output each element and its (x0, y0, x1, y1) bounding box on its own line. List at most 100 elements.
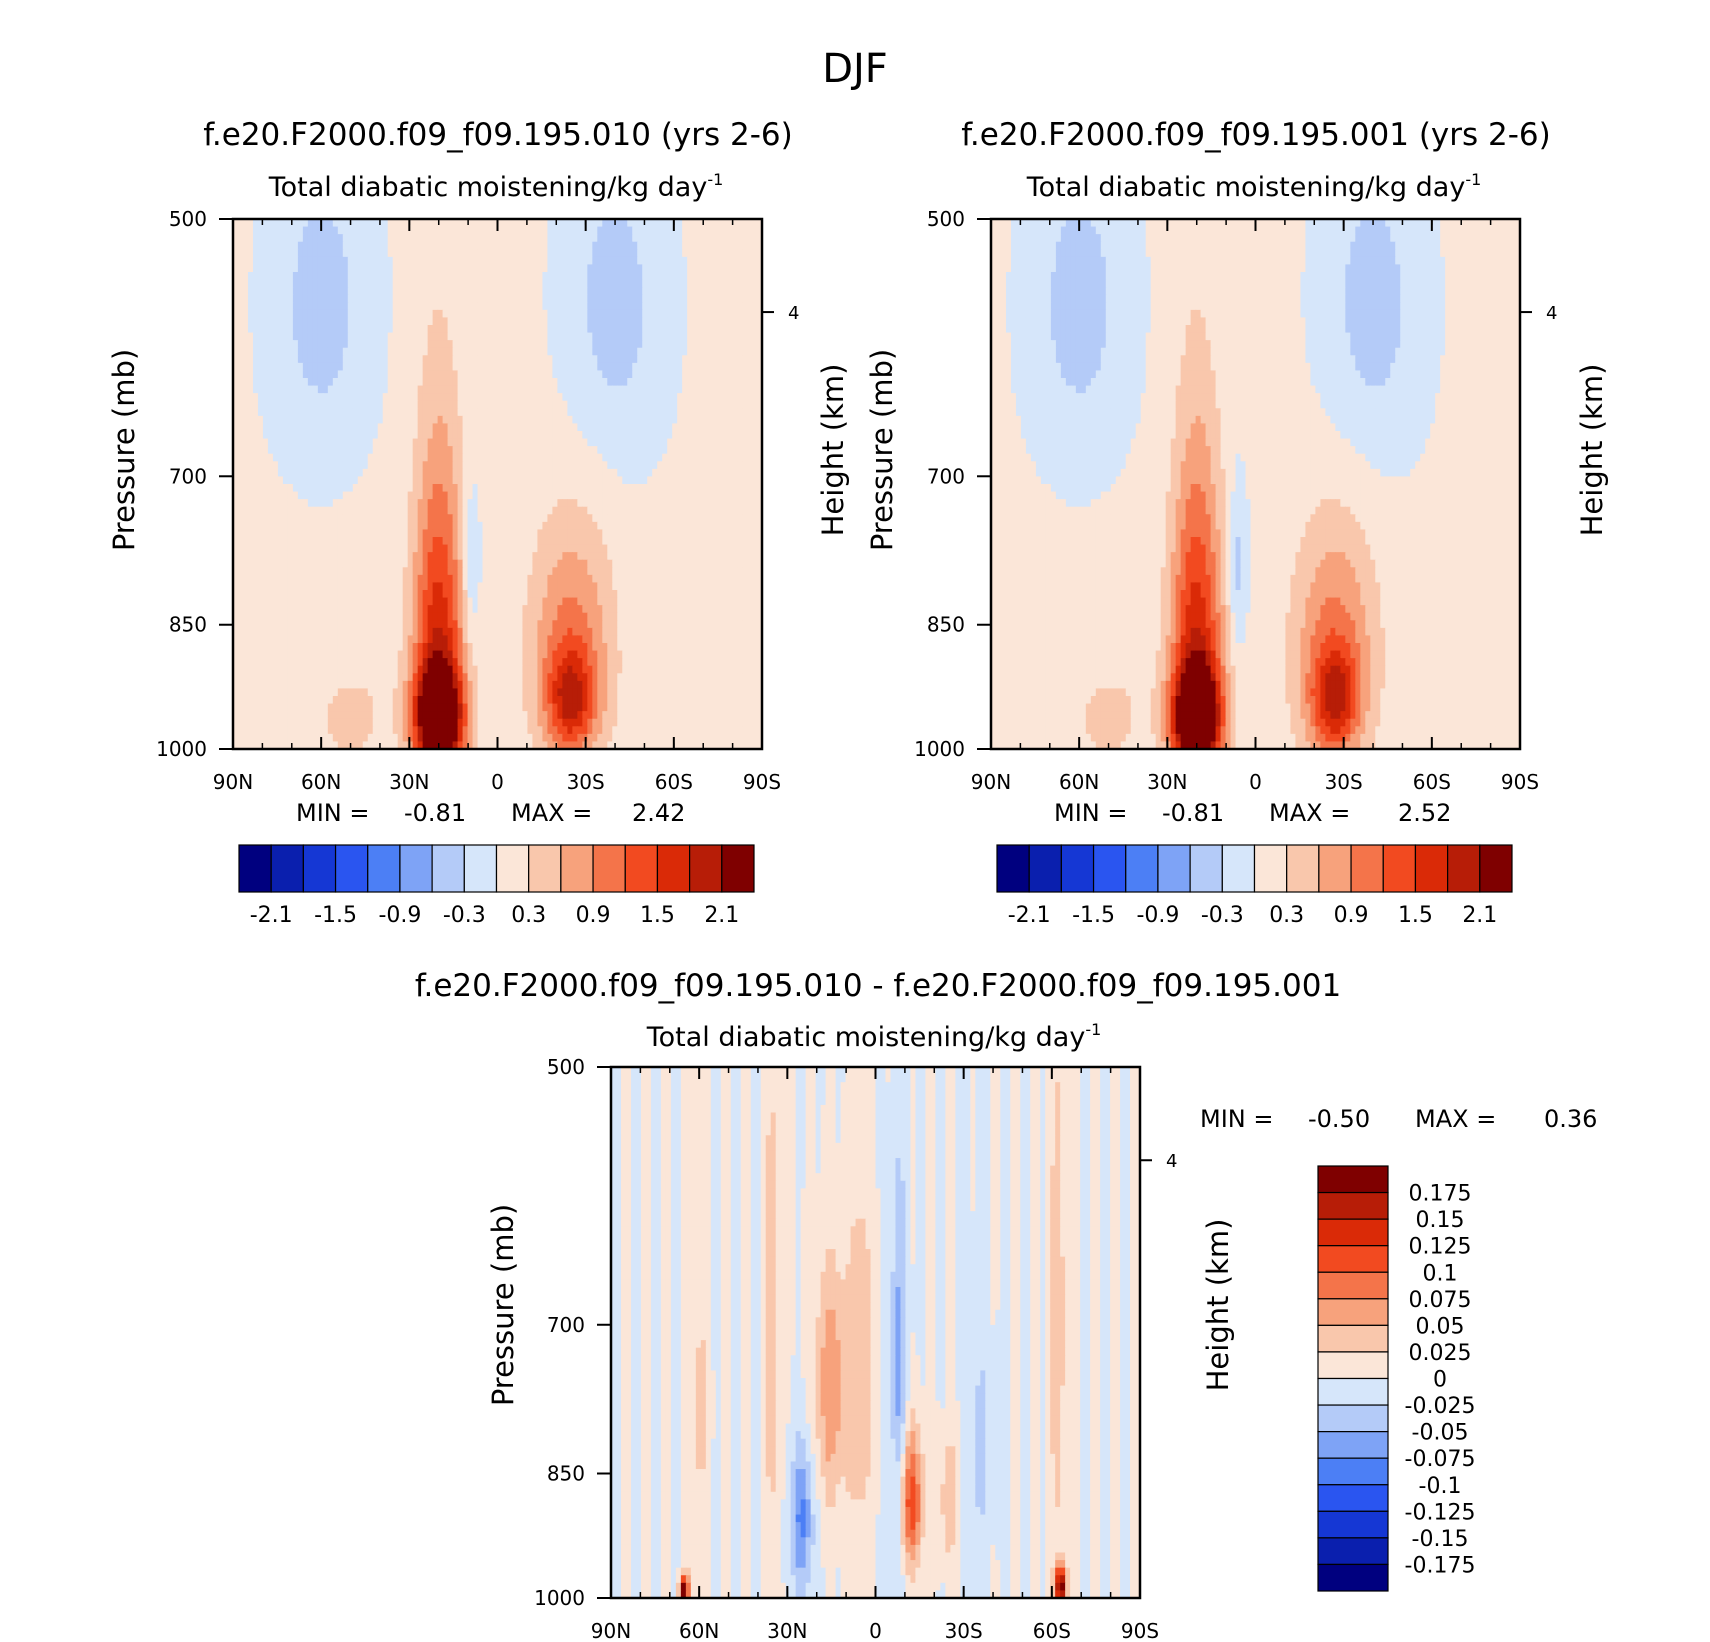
contour-cell (607, 249, 613, 258)
contour-cell (602, 514, 608, 523)
contour-cell (317, 506, 324, 515)
contour-cell (617, 340, 623, 349)
contour-cell (437, 552, 444, 561)
contour-cell (467, 317, 474, 326)
contour-cell (377, 272, 384, 281)
contour-cell (307, 438, 314, 447)
panel-1-title: f.e20.F2000.f09_f09.195.010 (yrs 2-6) (203, 117, 793, 153)
contour-cell (747, 302, 753, 311)
contour-cell (287, 241, 294, 250)
contour-cell (677, 400, 683, 409)
contour-cell (357, 491, 364, 500)
contour-cell (277, 552, 284, 561)
contour-cell (237, 408, 244, 417)
contour-cell (407, 438, 414, 447)
contour-cell (287, 552, 294, 561)
contour-cell (702, 226, 708, 235)
contour-cell (717, 461, 723, 470)
contour-cell (437, 484, 444, 493)
contour-cell (252, 256, 259, 266)
contour-cell (557, 287, 563, 296)
contour-cell (467, 219, 474, 228)
contour-cell (322, 499, 329, 508)
contour-cell (422, 272, 429, 281)
contour-cell (602, 370, 608, 379)
contour-cell (412, 476, 419, 485)
contour-cell (737, 309, 743, 319)
contour-cell (307, 272, 314, 281)
contour-cell (577, 340, 583, 349)
contour-cell (277, 499, 284, 508)
contour-cell (702, 249, 708, 258)
contour-cell (297, 514, 304, 523)
contour-cell (727, 544, 733, 553)
contour-cell (702, 514, 708, 523)
contour-cell (667, 340, 673, 349)
contour-cell (252, 559, 259, 568)
contour-cell (307, 393, 314, 402)
contour-cell (237, 309, 244, 319)
contour-cell (732, 219, 738, 228)
contour-cell (742, 264, 748, 273)
contour-cell (522, 400, 529, 409)
contour-cell (342, 264, 349, 273)
contour-cell (757, 491, 762, 500)
contour-cell (317, 468, 324, 478)
contour-cell (442, 317, 449, 326)
contour-cell (727, 355, 733, 364)
contour-cell (682, 552, 688, 561)
contour-cell (432, 264, 439, 273)
contour-cell (407, 362, 414, 372)
contour-cell (657, 347, 663, 356)
contour-cell (557, 408, 563, 417)
contour-cell (667, 309, 673, 319)
contour-cell (562, 256, 568, 266)
contour-cell (687, 552, 693, 561)
contour-cell (482, 415, 489, 425)
contour-cell (642, 249, 648, 258)
contour-cell (352, 400, 359, 409)
contour-cell (622, 400, 628, 409)
contour-cell (592, 484, 598, 493)
contour-cell (307, 446, 314, 455)
contour-cell (297, 234, 304, 243)
contour-cell (282, 340, 289, 349)
contour-cell (233, 385, 239, 394)
contour-cell (622, 431, 628, 440)
contour-cell (582, 332, 588, 341)
contour-cell (497, 521, 504, 531)
contour-cell (252, 529, 259, 538)
contour-cell (677, 332, 683, 341)
contour-cell (392, 476, 399, 485)
contour-cell (302, 332, 309, 341)
contour-cell (457, 249, 464, 258)
contour-cell (522, 287, 529, 296)
contour-cell (387, 537, 394, 546)
contour-cell (422, 249, 429, 258)
contour-cell (542, 468, 549, 478)
contour-cell (467, 438, 474, 447)
contour-cell (722, 325, 728, 334)
contour-cell (322, 461, 329, 470)
contour-cell (302, 294, 309, 303)
contour-cell (292, 446, 299, 455)
contour-cell (712, 302, 718, 311)
contour-cell (537, 241, 544, 250)
contour-cell (632, 241, 638, 250)
contour-cell (717, 279, 723, 288)
contour-cell (607, 468, 613, 478)
contour-cell (672, 340, 678, 349)
contour-cell (622, 309, 628, 319)
contour-cell (587, 506, 593, 515)
contour-cell (292, 294, 299, 303)
contour-cell (572, 468, 578, 478)
contour-cell (262, 529, 269, 538)
contour-cell (527, 378, 534, 387)
contour-cell (537, 484, 544, 493)
contour-cell (272, 499, 279, 508)
contour-cell (567, 529, 573, 538)
contour-cell (372, 219, 379, 228)
contour-cell (487, 567, 494, 576)
contour-cell (582, 317, 588, 326)
contour-cell (272, 431, 279, 440)
